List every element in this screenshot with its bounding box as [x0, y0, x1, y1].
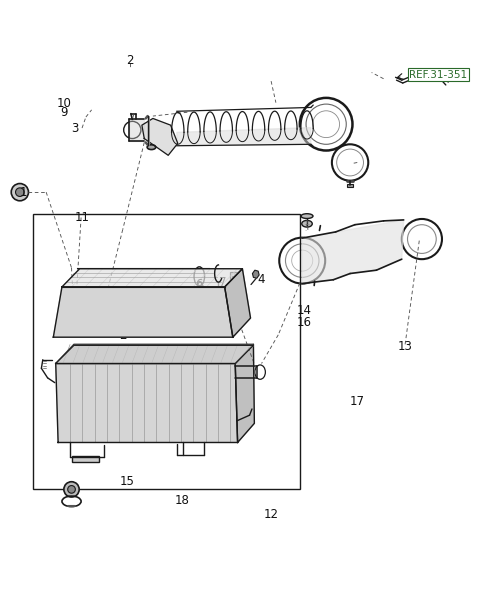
Circle shape [64, 482, 79, 497]
Polygon shape [252, 270, 259, 278]
Ellipse shape [301, 213, 313, 218]
Text: 6: 6 [195, 278, 203, 291]
Text: 1: 1 [20, 186, 27, 199]
Text: 7: 7 [219, 276, 227, 289]
Ellipse shape [302, 221, 312, 227]
Polygon shape [235, 345, 254, 442]
Polygon shape [302, 220, 404, 283]
Text: 9: 9 [60, 106, 68, 119]
Text: 16: 16 [297, 316, 312, 329]
Polygon shape [225, 269, 251, 337]
Text: 5: 5 [230, 275, 238, 288]
Polygon shape [177, 127, 311, 146]
Text: 10: 10 [57, 97, 72, 110]
Circle shape [68, 486, 75, 493]
Text: 4: 4 [258, 273, 265, 286]
Bar [33, 214, 300, 489]
Circle shape [15, 188, 24, 196]
Text: 15: 15 [120, 475, 135, 488]
Bar [72, 456, 99, 461]
Polygon shape [53, 287, 233, 337]
Polygon shape [56, 364, 238, 442]
Bar [347, 184, 353, 187]
Ellipse shape [147, 145, 156, 149]
Text: 17: 17 [350, 396, 365, 409]
Text: 3: 3 [71, 122, 79, 135]
Text: 13: 13 [398, 340, 412, 353]
Text: 8: 8 [196, 280, 203, 294]
Polygon shape [56, 345, 253, 364]
Text: 12: 12 [264, 508, 278, 521]
Polygon shape [129, 119, 144, 141]
Text: 18: 18 [174, 495, 189, 508]
Text: 14: 14 [297, 304, 312, 317]
Polygon shape [62, 269, 242, 287]
Polygon shape [142, 119, 178, 155]
Text: 2: 2 [126, 54, 133, 67]
Circle shape [11, 184, 28, 201]
Text: 11: 11 [74, 211, 90, 224]
Polygon shape [56, 345, 253, 364]
Text: REF.31-351: REF.31-351 [409, 69, 468, 79]
Text: 2: 2 [119, 329, 127, 342]
Bar [230, 272, 237, 282]
